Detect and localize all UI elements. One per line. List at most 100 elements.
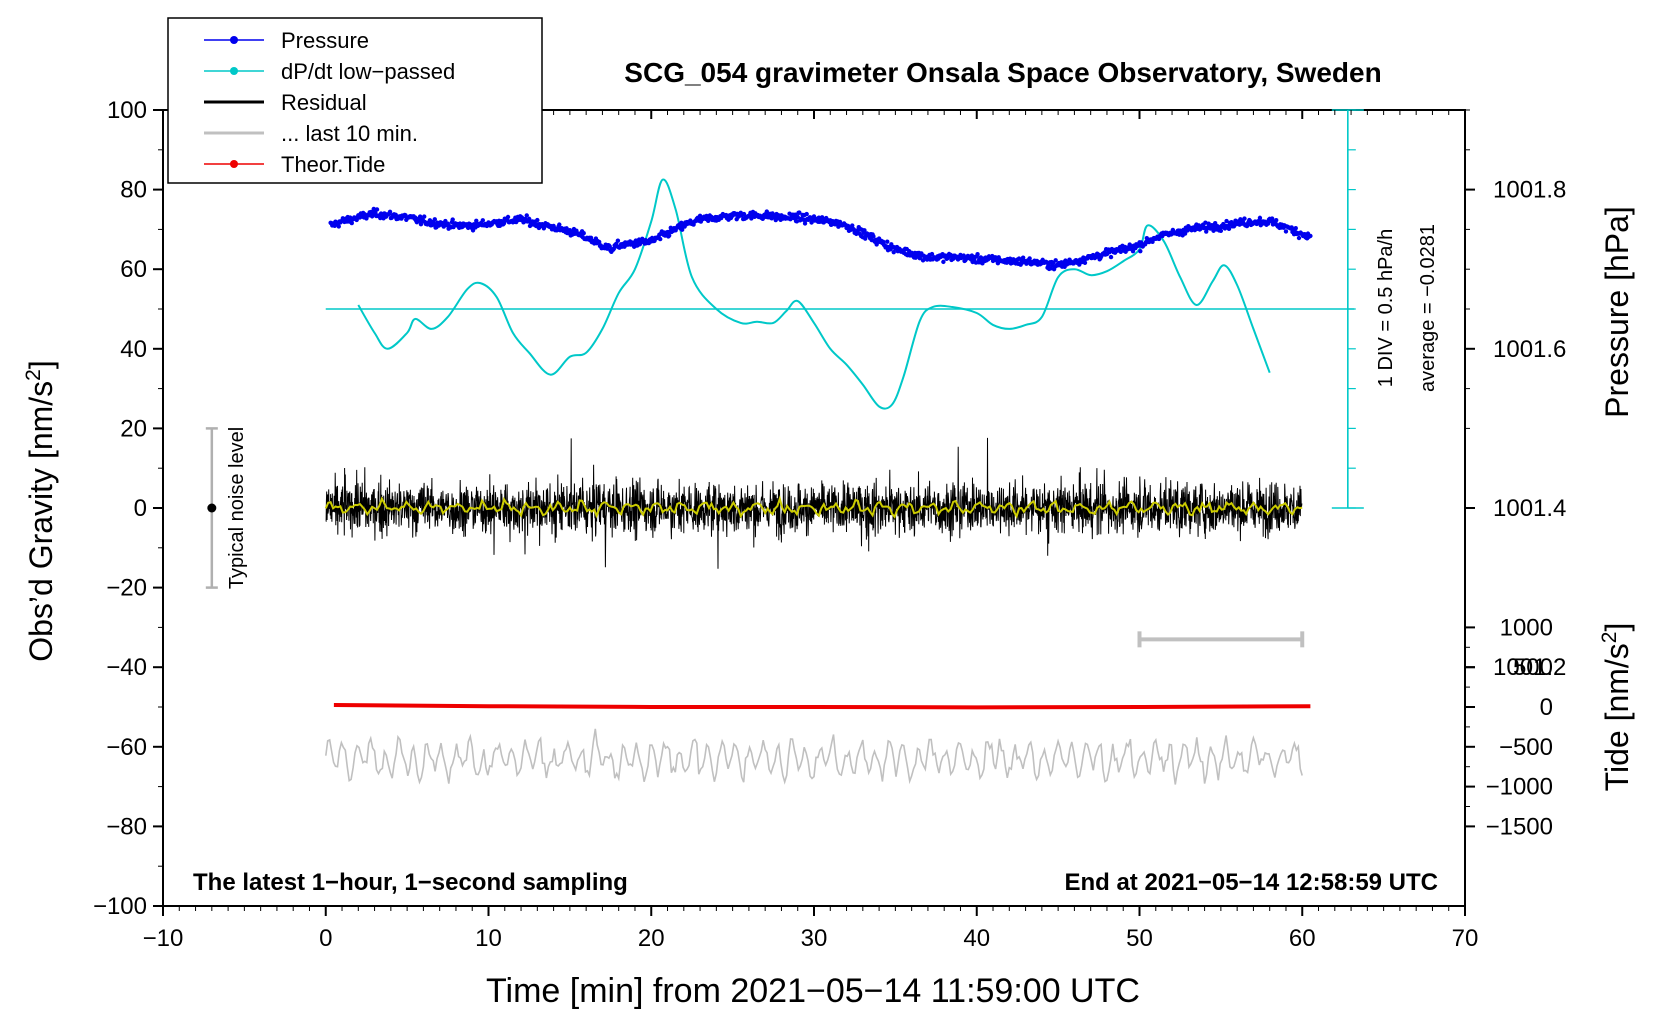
y-axis-label-pressure: Pressure [hPa] bbox=[1599, 206, 1635, 418]
pressure-point bbox=[596, 239, 602, 245]
dpdt-series-line bbox=[357, 178, 1271, 410]
pressure-point bbox=[929, 251, 935, 257]
legend-label: Residual bbox=[281, 90, 367, 115]
pressure-point bbox=[417, 214, 423, 219]
legend-label: Pressure bbox=[281, 28, 369, 53]
y-axis-label-tide-sup: 2 bbox=[1598, 632, 1621, 644]
noise-level-dot bbox=[207, 503, 217, 513]
pressure-point bbox=[797, 210, 802, 215]
tide-tick-label: −1000 bbox=[1486, 774, 1553, 801]
x-tick-label: 60 bbox=[1289, 925, 1316, 952]
pressure-tick-label: 1001.6 bbox=[1493, 336, 1566, 363]
y-tick-label: 0 bbox=[134, 495, 147, 522]
pressure-point bbox=[1053, 258, 1058, 263]
legend-marker bbox=[230, 36, 238, 44]
y-axis-label-gravity-sup: 2 bbox=[22, 369, 45, 381]
y-axis-label-tide-close: ] bbox=[1599, 623, 1635, 632]
pressure-point bbox=[336, 224, 341, 229]
x-tick-label: 0 bbox=[319, 925, 332, 952]
pressure-point bbox=[802, 221, 808, 226]
pressure-point bbox=[349, 220, 354, 226]
pressure-point bbox=[1027, 256, 1032, 261]
pressure-point bbox=[505, 214, 511, 220]
pressure-point bbox=[1108, 254, 1114, 260]
pressure-point bbox=[1138, 248, 1143, 254]
pressure-point bbox=[387, 209, 393, 215]
x-axis-label: Time [min] from 2021−05−14 11:59:00 UTC bbox=[486, 972, 1140, 1010]
x-tick-label: 40 bbox=[963, 925, 990, 952]
y-tick-label: 40 bbox=[120, 336, 147, 363]
pressure-point bbox=[1257, 215, 1263, 221]
pressure-point bbox=[432, 217, 437, 222]
pressure-point bbox=[450, 217, 455, 222]
pressure-point bbox=[1226, 226, 1232, 232]
tide-tick-label: 500 bbox=[1513, 654, 1553, 681]
pressure-point bbox=[770, 211, 775, 216]
pressure-tick-label: 1001.4 bbox=[1493, 495, 1566, 522]
pressure-point bbox=[1218, 228, 1224, 233]
legend-label: dP/dt low−passed bbox=[281, 59, 455, 84]
y-tick-label: −100 bbox=[93, 893, 147, 920]
pressure-point bbox=[374, 207, 380, 212]
y-axis-label-gravity-text: Obs’d Gravity [nm/s bbox=[23, 381, 59, 662]
pressure-point bbox=[1274, 217, 1279, 223]
pressure-point bbox=[470, 228, 476, 233]
x-tick-label: 10 bbox=[475, 925, 502, 952]
pressure-point bbox=[941, 259, 946, 265]
pressure-point bbox=[1150, 239, 1155, 244]
pressure-point bbox=[1020, 255, 1026, 260]
pressure-point bbox=[480, 218, 486, 223]
y-axis-label-tide: Tide [nm/s2] bbox=[1598, 623, 1635, 792]
pressure-point bbox=[804, 211, 809, 217]
pressure-point bbox=[764, 209, 770, 214]
last10-series-line bbox=[325, 728, 1303, 785]
pressure-tick-label: 1001.8 bbox=[1493, 177, 1566, 204]
y-axis-label-gravity: Obs’d Gravity [nm/s2] bbox=[22, 360, 59, 662]
y-tick-label: 100 bbox=[107, 97, 147, 124]
residual-smoothed-line bbox=[324, 495, 1303, 519]
pressure-point bbox=[557, 222, 562, 227]
legend-label: Theor.Tide bbox=[281, 152, 385, 177]
y-tick-label: 20 bbox=[120, 415, 147, 442]
y-tick-label: 60 bbox=[120, 256, 147, 283]
pressure-point bbox=[526, 216, 532, 222]
legend-marker bbox=[230, 67, 238, 75]
pressure-point bbox=[871, 234, 876, 239]
x-tick-label: 30 bbox=[801, 925, 828, 952]
y-tick-label: −20 bbox=[106, 575, 147, 602]
pressure-point bbox=[1308, 233, 1313, 239]
pressure-point bbox=[524, 213, 529, 218]
pressure-point bbox=[465, 225, 471, 231]
pressure-point bbox=[891, 249, 896, 255]
x-tick-label: 20 bbox=[638, 925, 665, 952]
x-tick-label: −10 bbox=[143, 925, 184, 952]
y-tick-label: −40 bbox=[106, 654, 147, 681]
x-tick-label: 50 bbox=[1126, 925, 1153, 952]
x-tick-label: 70 bbox=[1452, 925, 1479, 952]
noise-level-label: Typical noise level bbox=[226, 427, 248, 589]
tide-tick-label: −1500 bbox=[1486, 813, 1553, 840]
pressure-scale-div-label: 1 DIV = 0.5 hPa/h bbox=[1375, 229, 1397, 387]
pressure-point bbox=[1082, 260, 1088, 265]
pressure-series bbox=[328, 206, 1313, 272]
pressure-point bbox=[741, 211, 747, 217]
pressure-point bbox=[615, 238, 621, 243]
pressure-point bbox=[819, 215, 825, 220]
pressure-point bbox=[607, 244, 612, 249]
pressure-point bbox=[795, 214, 800, 220]
pressure-point bbox=[581, 231, 586, 236]
chart-title: SCG_054 gravimeter Onsala Space Observat… bbox=[624, 57, 1381, 88]
legend-label: ... last 10 min. bbox=[281, 121, 418, 146]
end-time-note: End at 2021−05−14 12:58:59 UTC bbox=[1064, 869, 1438, 896]
sampling-note: The latest 1−hour, 1−second sampling bbox=[193, 869, 628, 896]
data-layer bbox=[205, 109, 1364, 785]
pressure-point bbox=[1242, 216, 1247, 221]
pressure-point bbox=[611, 246, 617, 252]
axis-layer: −10 0 10 20 30 40 50 60 70100806040200−20−40−60−… bbox=[93, 97, 1566, 952]
pressure-point bbox=[666, 233, 672, 238]
pressure-scale-average-label: average = −0.0281 bbox=[1417, 224, 1439, 392]
tide-tick-label: 1000 bbox=[1500, 614, 1553, 641]
tide-series-line bbox=[333, 703, 1311, 710]
pressure-point bbox=[1283, 229, 1289, 234]
